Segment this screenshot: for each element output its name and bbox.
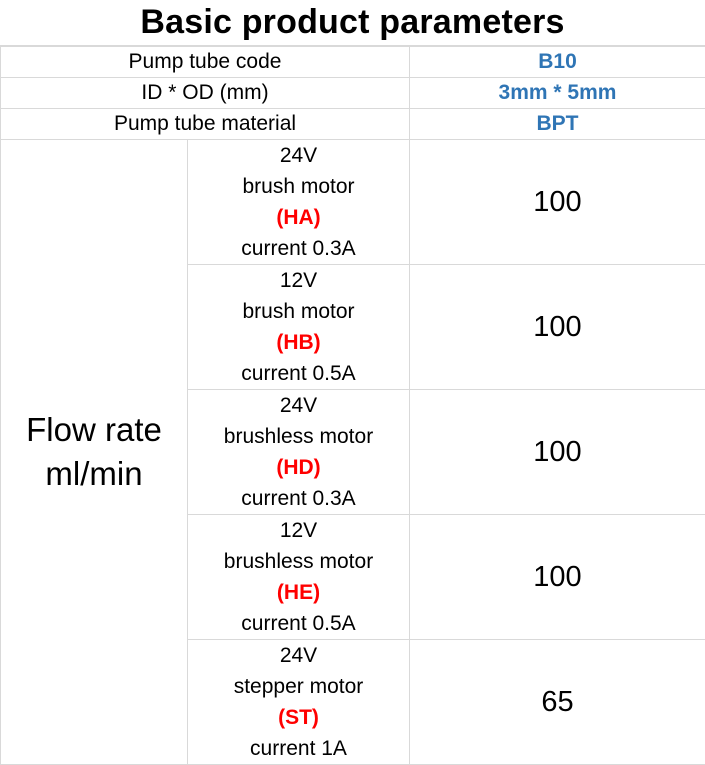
motor-type: brushless motor	[188, 421, 409, 452]
motor-voltage: 24V	[188, 140, 409, 171]
flow-value: 100	[410, 515, 705, 640]
motor-voltage: 12V	[188, 515, 409, 546]
param-label: Pump tube code	[1, 47, 410, 78]
motor-code: (HE)	[188, 577, 409, 608]
flow-rate-label: Flow rate ml/min	[1, 140, 188, 765]
flow-row: Flow rate ml/min 24V brush motor (HA) cu…	[1, 140, 705, 265]
parameters-table: Pump tube code B10 ID * OD (mm) 3mm * 5m…	[0, 46, 705, 765]
motor-current: current 1A	[188, 733, 409, 764]
param-row-tube-material: Pump tube material BPT	[1, 109, 705, 140]
motor-type: brush motor	[188, 171, 409, 202]
motor-voltage: 12V	[188, 265, 409, 296]
motor-current: current 0.5A	[188, 608, 409, 639]
motor-type: brush motor	[188, 296, 409, 327]
flow-value: 65	[410, 640, 705, 765]
motor-voltage: 24V	[188, 640, 409, 671]
param-value: B10	[410, 47, 705, 78]
motor-code: (ST)	[188, 702, 409, 733]
motor-spec: 24V stepper motor (ST) current 1A	[188, 640, 410, 765]
param-label: ID * OD (mm)	[1, 78, 410, 109]
motor-current: current 0.5A	[188, 358, 409, 389]
param-row-id-od: ID * OD (mm) 3mm * 5mm	[1, 78, 705, 109]
flow-value: 100	[410, 140, 705, 265]
motor-code: (HA)	[188, 202, 409, 233]
param-value: 3mm * 5mm	[410, 78, 705, 109]
flow-rate-unit: ml/min	[1, 452, 187, 496]
motor-spec: 24V brushless motor (HD) current 0.3A	[188, 390, 410, 515]
motor-code: (HB)	[188, 327, 409, 358]
param-label: Pump tube material	[1, 109, 410, 140]
motor-current: current 0.3A	[188, 233, 409, 264]
motor-code: (HD)	[188, 452, 409, 483]
param-value: BPT	[410, 109, 705, 140]
motor-current: current 0.3A	[188, 483, 409, 514]
motor-spec: 12V brushless motor (HE) current 0.5A	[188, 515, 410, 640]
motor-type: brushless motor	[188, 546, 409, 577]
motor-voltage: 24V	[188, 390, 409, 421]
motor-spec: 12V brush motor (HB) current 0.5A	[188, 265, 410, 390]
flow-value: 100	[410, 265, 705, 390]
page-title: Basic product parameters	[0, 0, 705, 46]
flow-value: 100	[410, 390, 705, 515]
flow-rate-title: Flow rate	[1, 408, 187, 452]
motor-type: stepper motor	[188, 671, 409, 702]
param-row-tube-code: Pump tube code B10	[1, 47, 705, 78]
motor-spec: 24V brush motor (HA) current 0.3A	[188, 140, 410, 265]
